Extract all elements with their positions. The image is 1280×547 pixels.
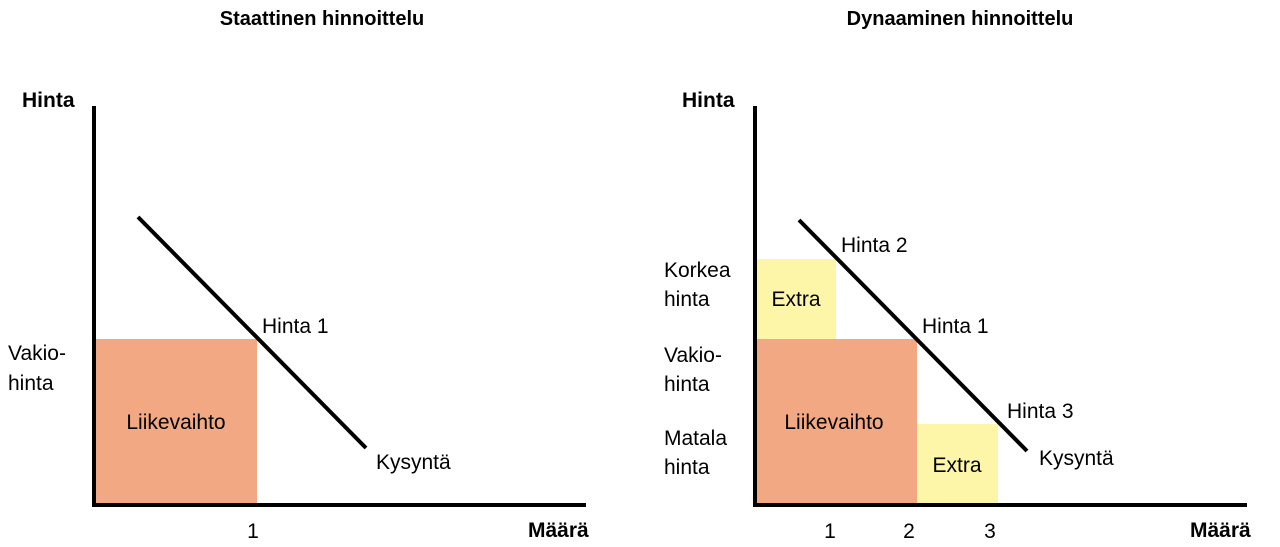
static-y-axis-label: Hinta [22,89,75,112]
dynamic-demand-label: Kysyntä [1039,447,1114,470]
dynamic-x-tick-2: 2 [903,520,915,543]
static-pricing-panel: Staattinen hinnoittelu Liikevaihto Hinta… [8,8,589,543]
static-x-axis-label: Määrä [528,519,589,542]
static-demand-curve [136,215,368,450]
dynamic-x-axis-label: Määrä [1190,519,1251,542]
dynamic-demand-curve [797,218,1029,453]
static-standard-price-label-line1: Vakio- [8,342,66,365]
dynamic-y-axis-label: Hinta [682,89,735,112]
dynamic-high-price-label-line1: Korkea [664,259,731,282]
dynamic-price2-label: Hinta 2 [841,234,908,257]
static-demand-label: Kysyntä [376,451,451,474]
dynamic-x-tick-3: 3 [984,520,996,543]
dynamic-pricing-panel: Dynaaminen hinnoittelu Extra Liikevaihto… [664,8,1251,543]
dynamic-x-tick-1: 1 [824,520,836,543]
dynamic-high-price-label-line2: hinta [664,288,710,311]
static-revenue-area [95,339,257,504]
dynamic-extra-low-area [917,424,998,504]
static-pricing-title: Staattinen hinnoittelu [220,8,424,30]
dynamic-low-price-label-line1: Matala [664,427,727,450]
dynamic-low-price-label-line2: hinta [664,456,710,479]
static-revenue-label: Liikevaihto [126,411,225,434]
static-standard-price-label-line2: hinta [8,372,54,395]
dynamic-price3-label: Hinta 3 [1007,400,1074,423]
dynamic-revenue-area [756,339,917,504]
dynamic-price1-label: Hinta 1 [922,315,989,338]
dynamic-extra-low-label: Extra [932,454,981,477]
dynamic-axes [753,106,1247,507]
static-x-tick-1: 1 [247,520,259,543]
static-axes [92,106,586,507]
dynamic-standard-price-label-line2: hinta [664,373,710,396]
dynamic-revenue-label: Liikevaihto [784,411,883,434]
dynamic-pricing-title: Dynaaminen hinnoittelu [847,8,1074,30]
static-price1-label: Hinta 1 [262,315,329,338]
dynamic-extra-high-label: Extra [771,288,820,311]
dynamic-standard-price-label-line1: Vakio- [664,344,722,367]
dynamic-extra-high-area [756,259,836,339]
